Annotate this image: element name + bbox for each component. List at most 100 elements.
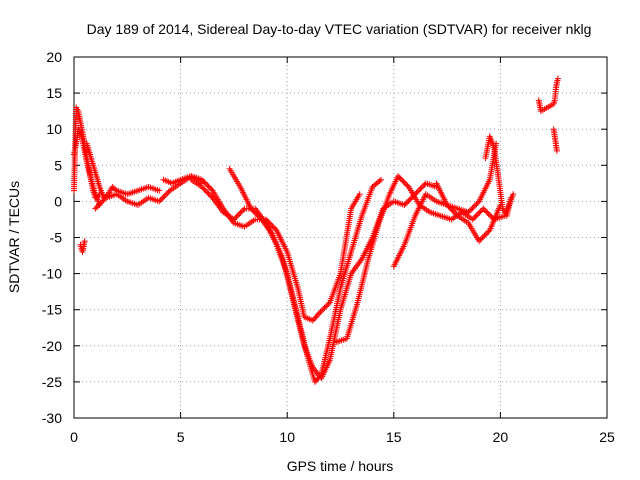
data-point xyxy=(156,198,163,205)
y-tick-label: -5 xyxy=(50,230,63,246)
y-tick-label: 10 xyxy=(46,121,62,137)
data-point xyxy=(253,211,260,218)
data-point xyxy=(482,231,489,238)
data-point xyxy=(356,191,363,198)
data-point xyxy=(250,208,257,215)
data-point xyxy=(416,187,423,194)
data-point xyxy=(409,193,416,200)
data-point xyxy=(309,317,316,324)
data-point xyxy=(378,176,385,183)
data-point xyxy=(324,302,331,309)
data-point xyxy=(321,304,328,311)
x-tick-label: 10 xyxy=(279,429,295,445)
data-point xyxy=(232,215,239,222)
data-point xyxy=(402,200,409,207)
x-axis-label: GPS time / hours xyxy=(287,458,394,474)
data-point xyxy=(480,205,487,212)
data-point xyxy=(314,311,321,318)
x-tick-label: 15 xyxy=(386,429,402,445)
data-point xyxy=(204,182,211,189)
data-point xyxy=(397,175,404,182)
data-point xyxy=(401,202,408,209)
data-point xyxy=(453,211,460,218)
y-axis-label: SDTVAR / TECUs xyxy=(6,181,22,293)
data-point xyxy=(396,174,403,181)
data-point xyxy=(205,183,212,190)
data-point xyxy=(312,314,319,321)
series-arc-n xyxy=(550,126,560,154)
data-point xyxy=(157,197,164,204)
data-point xyxy=(200,178,207,185)
data-point xyxy=(406,196,413,203)
data-point xyxy=(236,211,243,218)
data-point xyxy=(97,200,104,207)
data-point xyxy=(313,377,320,384)
grid-lines xyxy=(74,57,607,418)
data-point xyxy=(401,179,408,186)
data-point xyxy=(249,206,256,213)
data-point xyxy=(508,194,515,201)
data-point xyxy=(475,211,482,218)
data-point xyxy=(472,213,479,220)
data-point xyxy=(200,185,207,192)
data-point xyxy=(316,310,323,317)
data-point xyxy=(485,228,492,235)
data-point xyxy=(161,192,168,199)
data-point xyxy=(93,204,100,211)
data-point xyxy=(510,191,517,198)
x-tick-label: 5 xyxy=(177,429,185,445)
data-point xyxy=(237,209,244,216)
data-point xyxy=(255,213,262,220)
data-point xyxy=(400,178,407,185)
data-point xyxy=(270,224,277,231)
data-point xyxy=(311,316,318,323)
data-point xyxy=(322,303,329,310)
data-point xyxy=(230,216,237,223)
data-point xyxy=(202,180,209,187)
data-point xyxy=(98,198,105,205)
data-point xyxy=(470,203,477,210)
data-point xyxy=(112,186,119,193)
data-point xyxy=(554,75,561,82)
data-point xyxy=(318,307,325,314)
data-point xyxy=(477,236,484,243)
y-tick-label: -15 xyxy=(42,302,62,318)
data-point xyxy=(234,212,241,219)
series-arc-f xyxy=(160,173,363,324)
data-point xyxy=(233,213,240,220)
data-point xyxy=(414,188,421,195)
data-marks xyxy=(71,75,561,385)
data-point xyxy=(452,210,459,217)
data-point xyxy=(204,189,211,196)
data-point xyxy=(94,202,101,209)
data-point xyxy=(488,213,495,220)
data-point xyxy=(101,196,108,203)
data-point xyxy=(403,181,410,188)
data-point xyxy=(405,197,412,204)
data-point xyxy=(472,202,479,209)
data-point xyxy=(254,212,261,219)
data-point xyxy=(477,208,484,215)
data-point xyxy=(240,206,247,213)
data-point xyxy=(465,209,472,216)
data-point xyxy=(481,206,488,213)
x-tick-label: 25 xyxy=(599,429,615,445)
series-arc-c xyxy=(77,238,88,255)
data-point xyxy=(201,179,208,186)
data-point xyxy=(395,173,402,180)
data-point xyxy=(208,186,215,193)
data-point xyxy=(164,190,171,197)
data-point xyxy=(473,201,480,208)
series-arc-l xyxy=(482,133,515,219)
data-point xyxy=(399,177,406,184)
y-tick-label: 5 xyxy=(54,157,62,173)
data-point xyxy=(469,205,476,212)
data-point xyxy=(206,184,213,191)
data-point xyxy=(206,192,213,199)
y-tick-label: -25 xyxy=(42,374,62,390)
data-point xyxy=(156,187,163,194)
data-point xyxy=(484,209,491,216)
data-point xyxy=(251,209,258,216)
data-point xyxy=(404,199,411,206)
